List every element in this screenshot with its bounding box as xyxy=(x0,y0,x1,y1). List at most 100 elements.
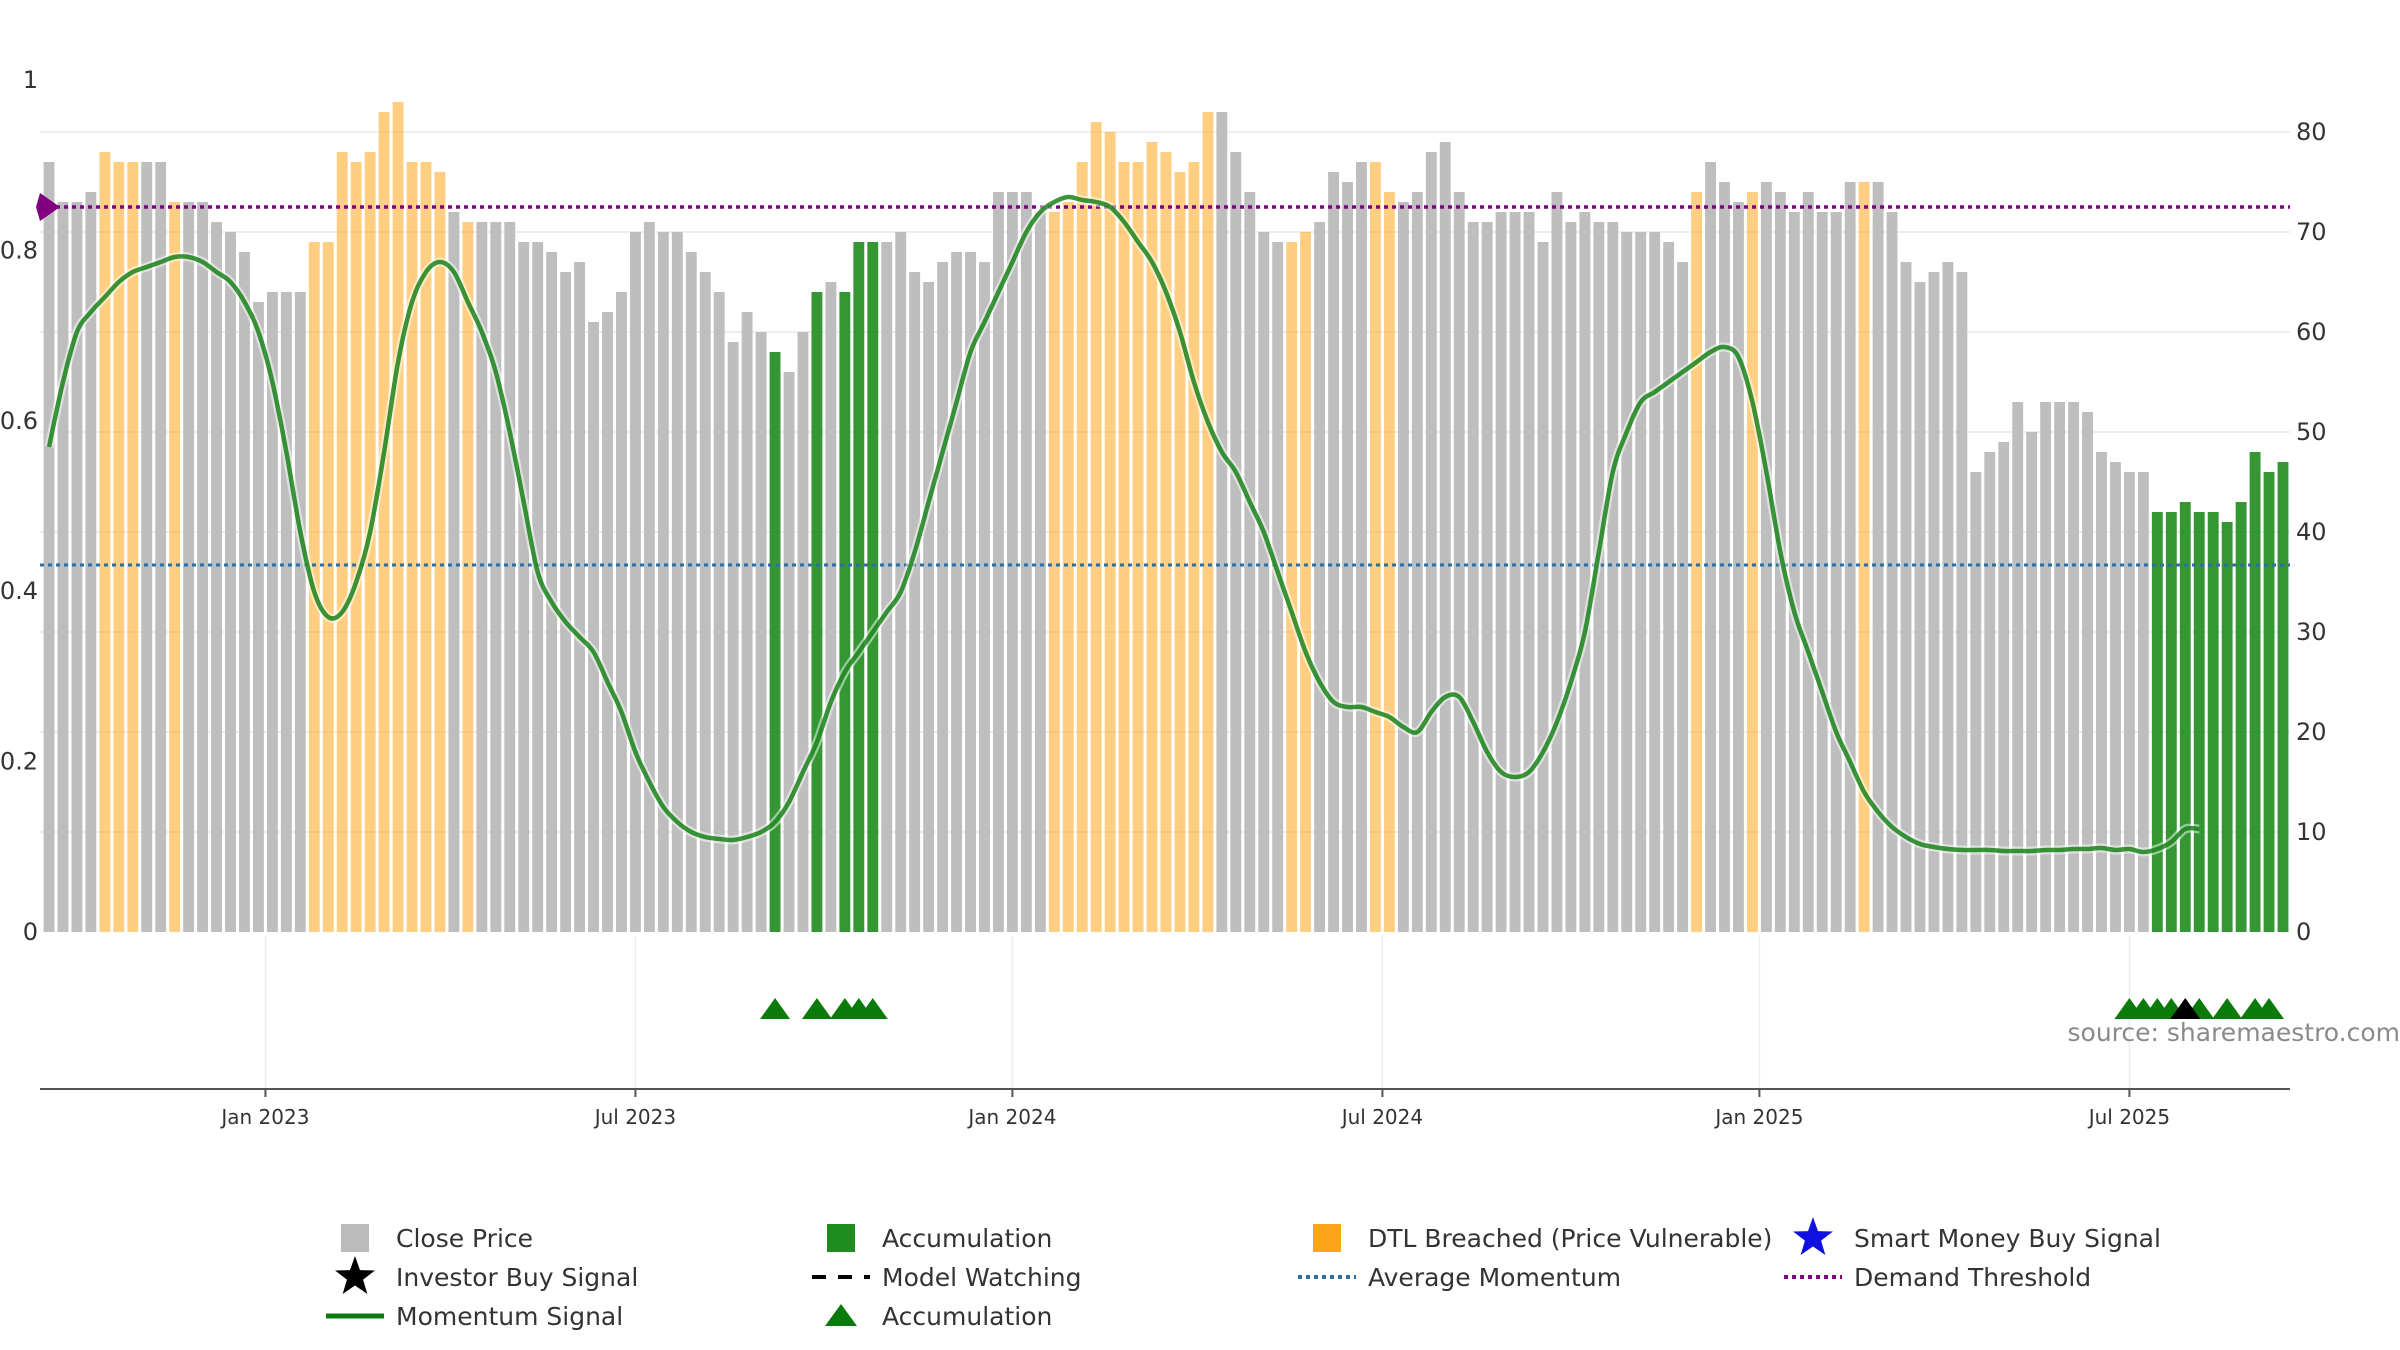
accumulation-bar xyxy=(2221,522,2233,932)
dtl-breached-bar xyxy=(1858,182,1870,932)
right-axis-tick-label: 50 xyxy=(2296,418,2327,446)
momentum-signal-line xyxy=(44,192,2200,857)
close-price-bar xyxy=(602,312,613,932)
date-tick-label: Jan 2025 xyxy=(1713,1105,1803,1129)
dtl-breached-bar xyxy=(322,242,334,932)
close-price-bar xyxy=(1607,222,1619,932)
close-price-bar xyxy=(504,222,516,932)
reference-lines xyxy=(36,193,2290,567)
legend-triangle-accumulation xyxy=(825,1304,857,1326)
close-price-bar xyxy=(2040,402,2052,932)
close-price-bar xyxy=(1523,212,1535,932)
momentum-signal-path xyxy=(46,194,2200,855)
close-price-bar xyxy=(671,232,683,932)
dtl-breached-bar xyxy=(1146,142,1158,932)
close-price-bar xyxy=(294,292,306,932)
dtl-breached-bar xyxy=(1188,162,1200,932)
legend-label-smart-money-buy-signal: Smart Money Buy Signal xyxy=(1854,1224,2161,1253)
close-price-bar xyxy=(1216,112,1228,932)
accumulation-bar xyxy=(2179,502,2191,932)
dtl-breached-bar xyxy=(1202,112,1214,932)
dtl-breached-bar xyxy=(434,172,446,932)
close-price-bar xyxy=(1705,162,1716,932)
close-price-bar xyxy=(2137,472,2149,932)
close-price-bar xyxy=(1565,222,1577,932)
dtl-breached-bar xyxy=(350,162,362,932)
left-axis-tick-label: 0.6 xyxy=(0,407,38,435)
close-price-bar xyxy=(643,222,655,932)
close-price-bar xyxy=(685,252,697,932)
close-price-bar xyxy=(2110,462,2121,932)
close-price-bar xyxy=(1998,442,2010,932)
close-price-bar xyxy=(448,212,460,932)
close-price-bar xyxy=(1439,142,1451,932)
close-price-bar xyxy=(141,162,153,932)
accumulation-bar xyxy=(839,292,851,932)
close-price-bar xyxy=(546,252,558,932)
accumulation-bar xyxy=(2263,472,2275,932)
close-price-bar xyxy=(476,222,488,932)
close-price-bar xyxy=(518,242,530,932)
close-price-bar xyxy=(197,202,209,932)
signal-markers xyxy=(760,998,2285,1019)
dtl-breached-bar xyxy=(1118,162,1130,932)
legend-label-dtl-breached-price-vulnerable: DTL Breached (Price Vulnerable) xyxy=(1368,1224,1772,1253)
right-axis-tick-label: 80 xyxy=(2296,118,2327,146)
left-axis-tick-label: 0.4 xyxy=(0,577,38,605)
close-price-bar xyxy=(1411,192,1423,932)
close-price-bar xyxy=(2082,412,2093,932)
close-price-bar xyxy=(2026,432,2038,932)
close-price-bar xyxy=(1342,182,1353,932)
dtl-breached-bar xyxy=(1132,162,1144,932)
close-price-bar xyxy=(797,332,809,932)
close-price-bar xyxy=(1006,192,1018,932)
close-price-bar xyxy=(1788,212,1800,932)
dtl-breached-bar xyxy=(392,102,404,932)
legend-label-average-momentum: Average Momentum xyxy=(1368,1263,1621,1292)
accumulation-marker xyxy=(2212,998,2243,1019)
close-price-bar xyxy=(490,222,502,932)
demand-threshold-marker xyxy=(36,193,60,221)
close-price-bar xyxy=(2096,452,2107,932)
close-price-bar xyxy=(923,282,935,932)
close-price-bar xyxy=(155,162,167,932)
close-price-bar xyxy=(71,202,83,932)
close-price-bar xyxy=(713,292,725,932)
close-price-bar xyxy=(211,222,222,932)
legend-label-model-watching: Model Watching xyxy=(882,1263,1082,1292)
legend-label-investor-buy-signal: Investor Buy Signal xyxy=(396,1263,638,1292)
close-price-bar xyxy=(1537,242,1549,932)
left-axis-tick-label: 0.2 xyxy=(0,748,38,776)
close-price-bar xyxy=(252,302,264,932)
close-price-bar xyxy=(783,372,795,932)
close-price-bar xyxy=(560,272,572,932)
close-price-bar xyxy=(239,252,250,932)
close-price-bar xyxy=(951,252,963,932)
close-price-bar xyxy=(629,232,641,932)
close-price-bar xyxy=(2123,472,2135,932)
close-price-bar xyxy=(881,242,893,932)
close-price-bar xyxy=(979,262,990,932)
close-price-bar xyxy=(1020,192,1032,932)
close-price-bar xyxy=(266,292,278,932)
right-axis-tick-label: 0 xyxy=(2296,918,2311,946)
close-price-bar xyxy=(755,332,767,932)
close-price-bar xyxy=(1467,222,1479,932)
dtl-breached-bar xyxy=(1746,192,1758,932)
close-price-bar xyxy=(1984,452,1996,932)
close-price-bar xyxy=(1914,282,1926,932)
investor-buy-marker xyxy=(2170,998,2201,1019)
close-price-bar xyxy=(1970,472,1982,932)
dtl-breached-bar xyxy=(378,112,390,932)
dtl-breached-bar xyxy=(1062,202,1074,932)
close-price-bar xyxy=(1816,212,1828,932)
close-price-bar xyxy=(1453,192,1465,932)
close-price-bar xyxy=(1802,192,1814,932)
legend-star-investor-buy-signal xyxy=(335,1256,375,1294)
close-price-bar xyxy=(1649,232,1661,932)
legend-swatch-dtl-breached-price-vulnerable xyxy=(1313,1224,1341,1252)
right-axis-tick-label: 30 xyxy=(2296,618,2327,646)
legend-label-accumulation: Accumulation xyxy=(882,1302,1052,1331)
